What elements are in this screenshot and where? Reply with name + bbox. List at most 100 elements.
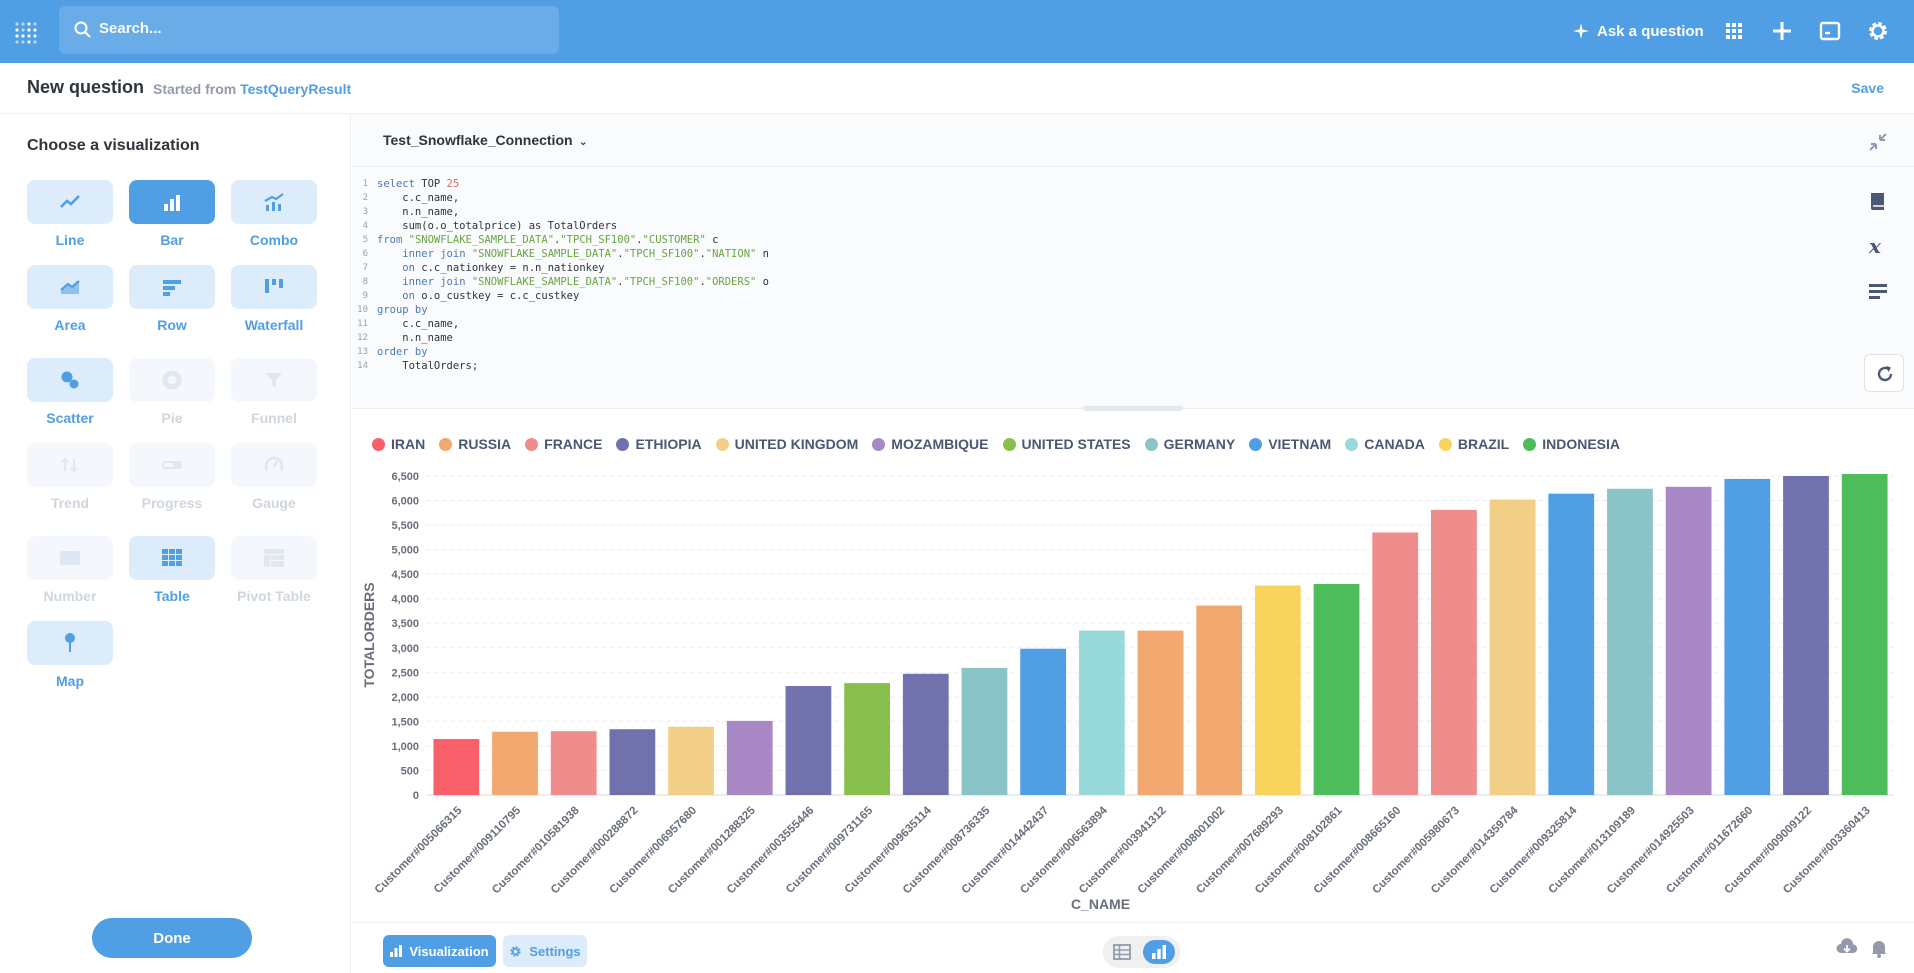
- data-reference-icon[interactable]: [1866, 190, 1890, 214]
- viz-option-row[interactable]: Row: [129, 265, 215, 333]
- y-tick-label: 3,000: [391, 643, 419, 655]
- plus-icon[interactable]: [1770, 19, 1794, 43]
- bar: [1489, 499, 1536, 795]
- viz-option-waterfall[interactable]: Waterfall: [231, 265, 317, 333]
- viz-option-line[interactable]: Line: [27, 180, 113, 248]
- legend-item[interactable]: INDONESIA: [1523, 436, 1620, 452]
- sparkle-icon: [1573, 23, 1589, 39]
- legend-item[interactable]: VIETNAM: [1249, 436, 1331, 452]
- source-question-link[interactable]: TestQueryResult: [240, 81, 352, 97]
- view-toggle[interactable]: [1103, 936, 1180, 968]
- bar: [1137, 630, 1184, 795]
- viz-label: Number: [43, 588, 97, 604]
- collapse-icon[interactable]: [1866, 130, 1890, 154]
- snippets-icon[interactable]: [1866, 279, 1890, 303]
- viz-option-trend[interactable]: Trend: [27, 443, 113, 511]
- table-view-icon[interactable]: [1110, 941, 1134, 963]
- bar: [1196, 605, 1243, 795]
- legend-item[interactable]: ETHIOPIA: [616, 436, 702, 452]
- search-input[interactable]: Search...: [59, 6, 559, 54]
- refresh-icon: [1877, 366, 1893, 382]
- run-query-button[interactable]: [1864, 354, 1904, 392]
- line-number: 8: [362, 277, 368, 287]
- viz-option-combo[interactable]: Combo: [231, 180, 317, 248]
- legend-item[interactable]: MOZAMBIQUE: [872, 436, 989, 452]
- viz-option-pivot-table[interactable]: Pivot Table: [231, 536, 317, 604]
- viz-option-progress[interactable]: Progress: [129, 443, 215, 511]
- gear-icon[interactable]: [1866, 19, 1890, 43]
- y-tick-label: 5,500: [391, 520, 419, 532]
- code-text: TotalOrders;: [377, 360, 479, 372]
- resize-handle[interactable]: [1083, 406, 1183, 411]
- line-number: 9: [362, 291, 368, 301]
- database-picker[interactable]: Test_Snowflake_Connection ⌄: [383, 132, 588, 148]
- x-axis-title: C_NAME: [1071, 896, 1130, 912]
- code-text: inner join "SNOWFLAKE_SAMPLE_DATA"."TPCH…: [402, 276, 769, 288]
- viz-option-gauge[interactable]: Gauge: [231, 443, 317, 511]
- legend-item[interactable]: UNITED KINGDOM: [715, 436, 859, 452]
- row-chart-icon: [163, 280, 181, 296]
- editor-divider: [352, 166, 1914, 167]
- pie-chart-icon: [162, 370, 182, 390]
- legend-item[interactable]: UNITED STATES: [1002, 436, 1131, 452]
- viz-label: Row: [157, 317, 187, 333]
- page-title: New question: [27, 77, 145, 97]
- legend-item[interactable]: IRAN: [372, 436, 425, 452]
- bell-icon[interactable]: [1870, 938, 1888, 958]
- metabase-logo-icon[interactable]: [14, 19, 40, 45]
- legend-label: UNITED KINGDOM: [734, 436, 859, 452]
- viz-option-number[interactable]: Number: [27, 536, 113, 604]
- code-text: order by: [377, 346, 428, 358]
- line-number: 5: [362, 235, 368, 245]
- ask-a-question-button[interactable]: Ask a question: [1573, 19, 1704, 43]
- viz-option-area[interactable]: Area: [27, 265, 113, 333]
- settings-button[interactable]: Settings: [503, 935, 587, 967]
- viz-option-scatter[interactable]: Scatter: [27, 358, 113, 426]
- legend-item[interactable]: FRANCE: [525, 436, 602, 452]
- bar: [1372, 532, 1419, 795]
- viz-option-bar[interactable]: Bar: [129, 180, 215, 248]
- legend-item[interactable]: CANADA: [1345, 436, 1425, 452]
- sidebar-heading: Choose a visualization: [27, 137, 200, 154]
- viz-option-table[interactable]: Table: [129, 536, 215, 604]
- scatter-chart-icon: [61, 371, 79, 389]
- visualization-button[interactable]: Visualization: [383, 935, 496, 967]
- chart-view-toggle[interactable]: [1143, 940, 1175, 964]
- viz-label: Pivot Table: [237, 588, 311, 604]
- bar: [1078, 630, 1125, 795]
- progress-icon: [162, 461, 182, 469]
- line-number: 6: [362, 249, 368, 259]
- code-text: n.n_name: [377, 332, 453, 344]
- trend-icon: [61, 457, 78, 473]
- editor-icon[interactable]: [1818, 19, 1842, 43]
- question-header: New question Started from TestQueryResul…: [0, 63, 1914, 114]
- legend-dot: [525, 437, 539, 451]
- legend-item[interactable]: RUSSIA: [439, 436, 511, 452]
- code-line: 6 inner join "SNOWFLAKE_SAMPLE_DATA"."TP…: [352, 247, 1832, 261]
- viz-option-map[interactable]: Map: [27, 621, 113, 689]
- line-number: 7: [362, 263, 368, 273]
- save-button[interactable]: Save: [1851, 80, 1884, 96]
- code-line: 8 inner join "SNOWFLAKE_SAMPLE_DATA"."TP…: [352, 275, 1832, 289]
- bar: [668, 726, 714, 795]
- gear-icon: [510, 945, 521, 957]
- code-text: c.c_name,: [377, 318, 460, 330]
- ask-label: Ask a question: [1597, 22, 1704, 40]
- viz-option-funnel[interactable]: Funnel: [231, 358, 317, 426]
- legend-dot: [372, 437, 385, 451]
- variables-icon[interactable]: x: [1866, 234, 1890, 258]
- download-icon[interactable]: [1836, 938, 1858, 958]
- done-button[interactable]: Done: [92, 918, 252, 958]
- top-nav: Search... Ask a question: [0, 0, 1914, 63]
- legend-dot: [1249, 437, 1263, 451]
- viz-option-pie[interactable]: Pie: [129, 358, 215, 426]
- line-number: 12: [357, 333, 368, 343]
- grid-icon[interactable]: [1722, 19, 1746, 43]
- sql-code[interactable]: 1 select TOP 25 2 c.c_name, 3 n.n_name, 4 su…: [352, 177, 1832, 373]
- viz-label: Combo: [249, 232, 299, 248]
- legend-item[interactable]: GERMANY: [1144, 436, 1235, 452]
- bar: [902, 673, 949, 795]
- legend-label: FRANCE: [544, 436, 603, 452]
- legend-item[interactable]: BRAZIL: [1438, 436, 1509, 452]
- gauge-icon: [264, 456, 284, 471]
